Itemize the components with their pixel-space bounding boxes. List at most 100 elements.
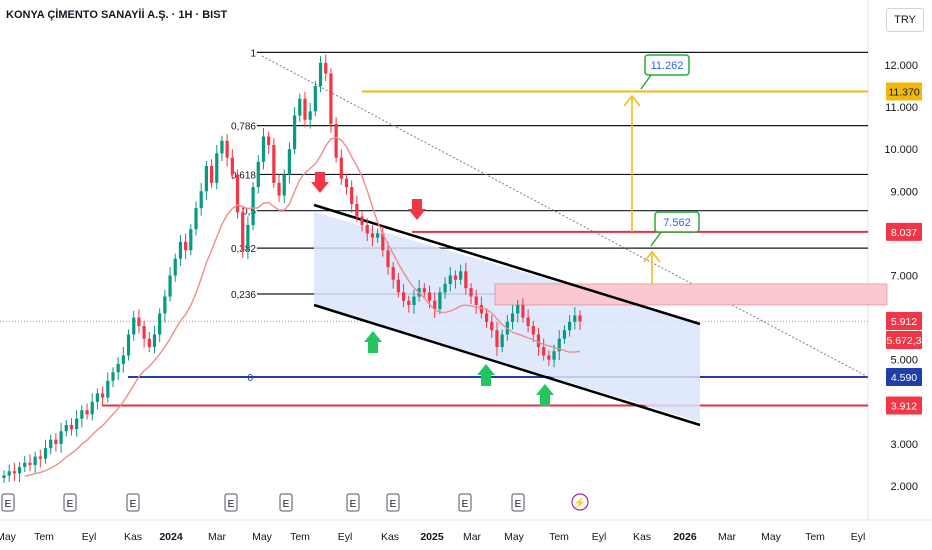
channel-lower (313, 303, 701, 427)
candle-body (230, 157, 234, 175)
buy-arrow-icon (364, 331, 382, 353)
candle-body (64, 424, 68, 432)
resistance-zone (494, 283, 888, 306)
candle-body (568, 321, 572, 331)
candle-body (479, 304, 484, 314)
candle-body (23, 462, 27, 468)
candle-body (142, 326, 146, 339)
y-tick-label: 2.000 (890, 481, 918, 493)
candle-body (521, 304, 525, 318)
fib-label: 0,618 (231, 170, 256, 181)
earnings-marker-icon (224, 493, 238, 512)
candle-body (500, 334, 504, 348)
target-label-text: 7.562 (663, 217, 691, 229)
x-tick-label: Kas (633, 531, 651, 543)
dividend-marker-icon (571, 493, 589, 511)
candle-body (298, 98, 302, 116)
moving-average (24, 136, 581, 477)
currency-button[interactable]: TRY (886, 8, 924, 32)
candle-body (350, 187, 354, 204)
candle-body (132, 317, 136, 335)
candle-body (126, 334, 131, 356)
earnings-marker-icon (458, 493, 472, 512)
earnings-marker-label: E (67, 499, 74, 510)
earnings-marker-label: E (283, 499, 290, 510)
x-tick-label: Mar (208, 531, 227, 543)
candle-body (443, 283, 447, 293)
candle-body (215, 153, 219, 183)
target-label-pointer (650, 231, 662, 247)
candle-body (251, 187, 255, 225)
candle-body (85, 410, 89, 415)
candle-body (7, 471, 11, 476)
target-label-box (654, 211, 700, 233)
candle-body (453, 275, 458, 280)
candle-body (303, 98, 307, 120)
candle-body (2, 475, 6, 479)
candle-body (552, 351, 556, 360)
price-label-text: 5.912 (891, 316, 917, 328)
earnings-marker-label: E (350, 499, 357, 510)
candle-body (277, 182, 281, 196)
earnings-marker-label: E (5, 499, 12, 510)
sell-arrow-icon (311, 172, 329, 193)
sell-arrow-icon (408, 199, 426, 220)
price-label-text: 11.370 (888, 87, 919, 99)
candle-body (80, 410, 84, 419)
earnings-marker-icon (1, 493, 15, 512)
candle-body (469, 288, 473, 297)
x-tick-label: 2026 (673, 531, 697, 543)
candle-body (33, 456, 37, 465)
candle-body (225, 140, 229, 158)
candle-body (459, 271, 463, 280)
candle-body (267, 136, 271, 145)
candle-body (334, 123, 338, 158)
candle-body (542, 347, 546, 356)
candle-body (100, 393, 105, 398)
candle-body (199, 191, 203, 209)
candle-body (168, 275, 172, 297)
y-tick-label: 9.000 (890, 186, 918, 198)
x-tick-label: Tem (805, 531, 825, 543)
candle-body (163, 296, 167, 314)
candle-body (329, 73, 333, 124)
target-label-text: 11.262 (651, 60, 684, 72)
candle-body (360, 216, 364, 225)
x-tick-label: Kas (124, 531, 142, 543)
candle-body (547, 355, 551, 360)
dividend-marker-label: ⚡ (574, 496, 586, 509)
candle-body (49, 439, 53, 449)
candle-body (313, 86, 317, 112)
candle-body (318, 62, 323, 87)
fib-label: 0,236 (231, 290, 256, 301)
candle-body (147, 338, 151, 348)
fib-label: 1 (250, 48, 256, 59)
candle-body (396, 279, 400, 293)
earnings-marker-label: E (390, 499, 397, 510)
price-label-badge (886, 312, 922, 330)
chart-title: KONYA ÇİMENTO SANAYİİ A.Ş. · 1H · BIST (6, 9, 228, 21)
time-axis: May Tem Eyl Kas 2024 Mar May Tem Eyl Kas 2025 Mar Ma… (0, 493, 865, 543)
earnings-marker-label: E (462, 499, 469, 510)
candle-body (381, 233, 385, 251)
candle-body (28, 462, 32, 465)
price-label-badge (886, 82, 922, 101)
candle-body (401, 292, 406, 301)
earnings-marker-icon (346, 493, 360, 512)
candle-body (339, 157, 343, 179)
candle-body (194, 208, 198, 230)
candle-body (448, 275, 452, 284)
target-label-box (644, 54, 690, 76)
candle-body (158, 313, 162, 335)
candle-body (17, 467, 22, 474)
candle-body (209, 166, 214, 183)
candle-body (43, 448, 48, 459)
earnings-marker-icon (511, 493, 525, 512)
candle-body (12, 471, 16, 474)
candle-body (178, 241, 183, 259)
earnings-marker-label: E (228, 499, 235, 510)
candle-body (90, 401, 94, 415)
candle-body (407, 300, 411, 305)
candle-body (422, 288, 426, 293)
